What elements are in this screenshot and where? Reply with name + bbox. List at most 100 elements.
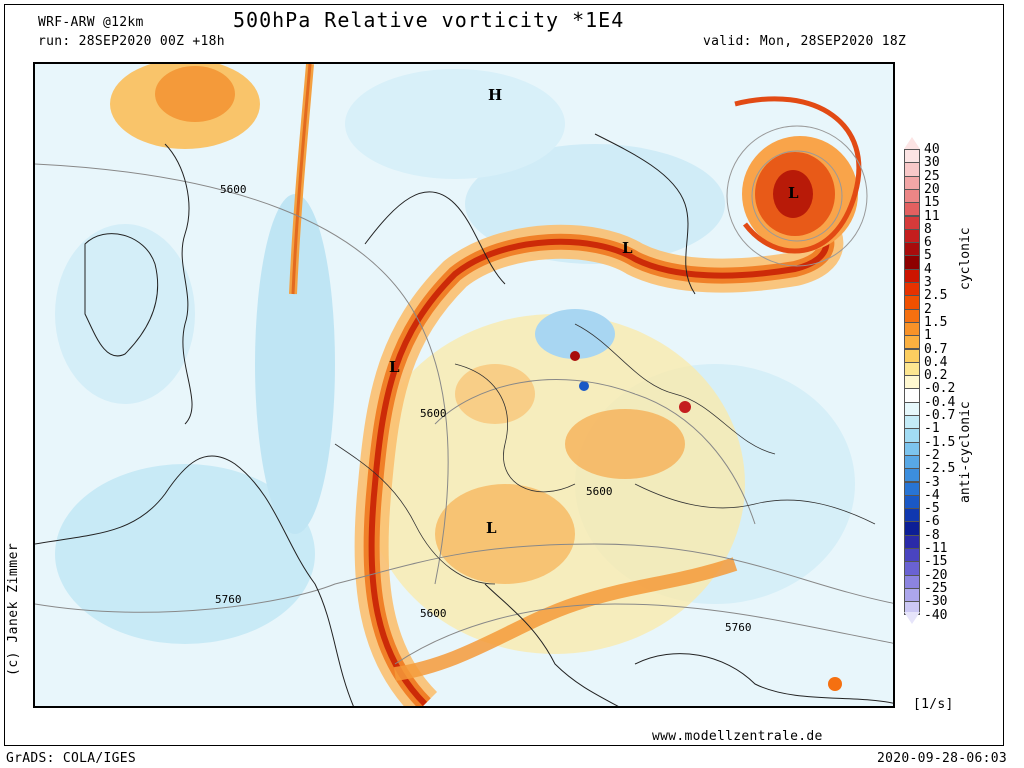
colorbar-tick-label: 6 xyxy=(924,235,932,251)
anticyclonic-area xyxy=(55,464,315,644)
jet-band-south xyxy=(394,557,738,681)
colorbar-tick-label: 11 xyxy=(924,208,940,224)
colorbar-tick-label: 0.2 xyxy=(924,368,948,384)
coastline xyxy=(84,233,159,357)
colorbar-cell xyxy=(904,441,920,456)
website-label: www.modellzentrale.de xyxy=(652,729,823,744)
colorbar-tick-label: -1 xyxy=(924,421,940,437)
colorbar-cell xyxy=(904,494,920,510)
height-contour xyxy=(434,379,756,525)
anticyclonic-label: anti-cyclonic xyxy=(958,401,973,503)
valid-label: valid: Mon, 28SEP2020 18Z xyxy=(703,34,907,49)
colorbar-cell xyxy=(904,188,920,204)
colorbar-top-arrow xyxy=(904,137,920,149)
colorbar-tick-label: 1.5 xyxy=(924,314,948,330)
colorbar-tick-label: 1 xyxy=(924,328,932,344)
colorbar-tick-label: 2.5 xyxy=(924,288,948,304)
colorbar-cell xyxy=(904,308,920,323)
colorbar-cell xyxy=(904,321,920,337)
high-pressure-marker: H xyxy=(488,86,503,104)
height-contour xyxy=(726,125,868,267)
colorbar-tick-label: 15 xyxy=(924,195,940,211)
colorbar-cell xyxy=(904,202,920,217)
low-pressure-marker: L xyxy=(788,184,799,202)
colorbar-tick-label: 3 xyxy=(924,275,932,290)
cyclonic-area xyxy=(565,409,685,479)
colorbar-cell xyxy=(904,454,920,470)
colorbar-tick-label: 4 xyxy=(924,261,932,277)
anticyclonic-area xyxy=(55,224,195,404)
coastline xyxy=(164,143,193,425)
colorbar-cell xyxy=(904,242,920,257)
colorbar-tick-label: -0.4 xyxy=(924,394,956,410)
contour-label: 5600 xyxy=(220,183,247,196)
country-border xyxy=(574,323,776,455)
cyclonic-label: cyclonic xyxy=(958,227,973,290)
cyclonic-area xyxy=(435,484,575,584)
anticyclonic-area xyxy=(345,69,565,179)
colorbar-cell xyxy=(904,228,920,244)
colorbar-tick-label: 40 xyxy=(924,142,940,157)
colorbar-cell xyxy=(904,348,920,363)
colorbar-tick-label: 0.4 xyxy=(924,354,948,370)
colorbar-tick-label: 25 xyxy=(924,168,940,184)
height-contour xyxy=(35,543,893,613)
colorbar-tick-label: 30 xyxy=(924,155,940,171)
contour-label: 5600 xyxy=(420,607,447,620)
cyclonic-area xyxy=(365,314,745,654)
map-field xyxy=(35,64,893,706)
colorbar-tick-label: 5 xyxy=(924,248,932,264)
colorbar-tick-label: -2 xyxy=(924,447,940,463)
anticyclonic-area xyxy=(535,309,615,359)
colorbar-cell xyxy=(904,415,920,430)
colorbar-tick-label: -2.5 xyxy=(924,461,956,477)
cyclonic-area xyxy=(155,66,235,122)
coastline xyxy=(364,191,506,285)
colorbar-cell xyxy=(904,361,920,377)
colorbar-tick-label: -25 xyxy=(924,580,948,596)
coastline xyxy=(484,583,619,706)
coastline xyxy=(634,653,893,704)
author-credit: (c) Janek Zimmer xyxy=(6,542,21,676)
colorbar-cell xyxy=(904,282,920,297)
colorbar-cell xyxy=(904,175,920,190)
colorbar-tick-label: 2 xyxy=(924,301,932,317)
vorticity-streamer xyxy=(291,64,312,295)
colorbar-cell xyxy=(904,162,920,177)
height-contour xyxy=(35,163,449,585)
colorbar-tick-label: 8 xyxy=(924,221,932,237)
colorbar-cell xyxy=(904,268,920,283)
colorbar-cell xyxy=(904,534,920,549)
vorticity-minimum xyxy=(579,381,589,391)
colorbar-cell xyxy=(904,508,920,523)
vorticity-maximum xyxy=(679,401,691,413)
model-label: WRF-ARW @12km xyxy=(38,15,144,30)
colorbar-cell xyxy=(904,375,920,390)
timestamp: 2020-09-28-06:03 xyxy=(877,751,1008,766)
coastline xyxy=(35,455,354,706)
cyclone-core xyxy=(773,170,813,218)
colorbar-tick-label: -0.7 xyxy=(924,408,956,423)
colorbar-tick-label: -1.5 xyxy=(924,434,956,450)
low-pressure-marker: L xyxy=(622,239,633,257)
height-contour xyxy=(394,603,893,665)
jet-band-core xyxy=(368,211,830,706)
colorbar-cell xyxy=(904,548,920,563)
colorbar-cell xyxy=(904,561,920,576)
colorbar-tick-label: -3 xyxy=(924,474,940,490)
colorbar-cell xyxy=(904,401,920,416)
colorbar-cell xyxy=(904,481,920,496)
colorbar-tick-label: -5 xyxy=(924,501,940,517)
colorbar-cell xyxy=(904,574,920,589)
colorbar-cell xyxy=(904,468,920,483)
anticyclonic-area xyxy=(255,194,335,534)
vorticity-map: H L L L L 5600 5600 5600 5600 5760 5760 xyxy=(33,62,895,708)
coastline xyxy=(594,133,696,295)
colorbar-tick-label: -8 xyxy=(924,527,940,543)
low-pressure-marker: L xyxy=(486,519,497,537)
contour-label: 5760 xyxy=(725,621,752,634)
colorbar-tick-label: 20 xyxy=(924,181,940,197)
colorbar-tick-label: -40 xyxy=(924,607,948,623)
colorbar-tick-label: -20 xyxy=(924,567,948,583)
unit-label: [1/s] xyxy=(913,697,954,712)
